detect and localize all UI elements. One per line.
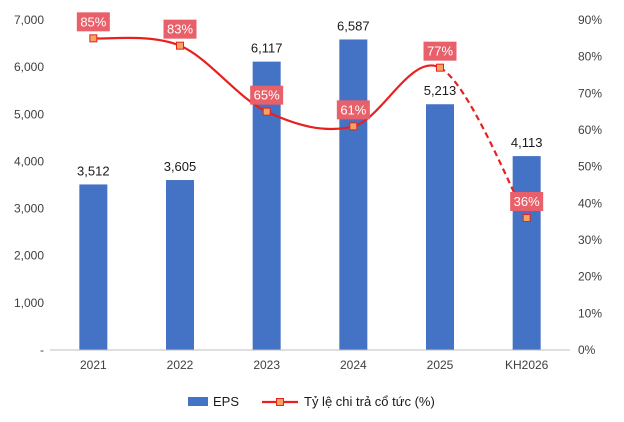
legend-swatch-eps	[188, 397, 208, 406]
eps-data-labels: 3,512 3,605 6,117 6,587 5,213 4,113	[77, 18, 542, 178]
payout-label-box	[423, 41, 457, 61]
bar-2021	[79, 184, 108, 350]
legend: EPS Tỷ lệ chi trả cổ tức (%)	[188, 394, 435, 409]
right-tick-label: 10%	[578, 306, 602, 320]
x-axis-tick-labels: 2021 2022 2023 2024 2025 KH2026	[80, 358, 549, 372]
right-tick-label: 90%	[578, 13, 602, 27]
payout-label-box	[250, 85, 284, 105]
bar-2022	[166, 180, 194, 350]
payout-marker-2022	[176, 41, 184, 50]
bar-2024	[339, 39, 368, 350]
bar-2025	[426, 104, 454, 350]
payout-marker-2021	[89, 34, 98, 43]
left-tick-label: 7,000	[14, 13, 44, 27]
payout-label-text: 36%	[514, 194, 540, 209]
left-tick-label: 3,000	[14, 202, 44, 216]
eps-bars	[79, 39, 541, 351]
payout-ratio-line	[89, 34, 531, 222]
bar-value-label: 3,512	[77, 163, 110, 178]
payout-ratio-data-labels: 85% 83% 65% 61% 77% 36%	[76, 12, 544, 211]
right-tick-label: 20%	[578, 270, 602, 284]
right-tick-label: 80%	[578, 50, 602, 64]
right-tick-label: 30%	[578, 233, 602, 247]
legend-label-eps: EPS	[213, 394, 239, 409]
right-tick-label: 0%	[578, 343, 596, 357]
legend-swatch-payout-marker	[276, 398, 284, 406]
left-tick-label: 6,000	[14, 60, 44, 74]
payout-marker-kh2026	[522, 214, 531, 222]
bar-value-label: 4,113	[511, 135, 543, 150]
left-tick-label: 4,000	[14, 154, 44, 168]
bar-kh2026	[512, 156, 541, 350]
x-tick-label: 2023	[253, 358, 280, 372]
bar-value-label: 6,587	[337, 18, 370, 33]
left-y-axis: - 1,000 2,000 3,000 4,000 5,000 6,000 7,000	[14, 13, 44, 357]
payout-label-text: 65%	[254, 88, 280, 103]
right-tick-label: 60%	[578, 123, 602, 137]
right-tick-label: 70%	[578, 86, 602, 100]
payout-label-text: 83%	[167, 22, 193, 37]
x-tick-label: 2025	[427, 358, 454, 372]
payout-label-text: 85%	[80, 14, 106, 29]
bar-value-label: 6,117	[251, 41, 283, 56]
payout-label-text: 77%	[427, 44, 453, 59]
right-tick-label: 40%	[578, 196, 602, 210]
right-y-axis: 0% 10% 20% 30% 40% 50% 60% 70% 80% 90%	[578, 13, 602, 357]
payout-marker-2023	[262, 107, 271, 116]
payout-marker-2025	[436, 63, 444, 72]
payout-label-box	[510, 192, 544, 211]
x-tick-label: KH2026	[505, 358, 549, 372]
x-tick-label: 2024	[340, 358, 367, 372]
x-tick-label: 2022	[167, 358, 194, 372]
left-tick-label: -	[40, 343, 44, 357]
left-tick-label: 1,000	[14, 296, 44, 310]
bar-value-label: 5,213	[424, 83, 457, 98]
payout-label-box	[76, 12, 110, 32]
left-tick-label: 5,000	[14, 107, 44, 121]
x-tick-label: 2021	[80, 358, 107, 372]
bar-value-label: 3,605	[164, 159, 197, 174]
right-tick-label: 50%	[578, 160, 602, 174]
payout-label-text: 61%	[340, 102, 366, 117]
payout-label-box	[163, 19, 197, 39]
left-tick-label: 2,000	[14, 249, 44, 263]
legend-label-payout: Tỷ lệ chi trả cổ tức (%)	[304, 394, 435, 409]
payout-label-box	[336, 100, 370, 120]
payout-marker-2024	[349, 122, 358, 131]
